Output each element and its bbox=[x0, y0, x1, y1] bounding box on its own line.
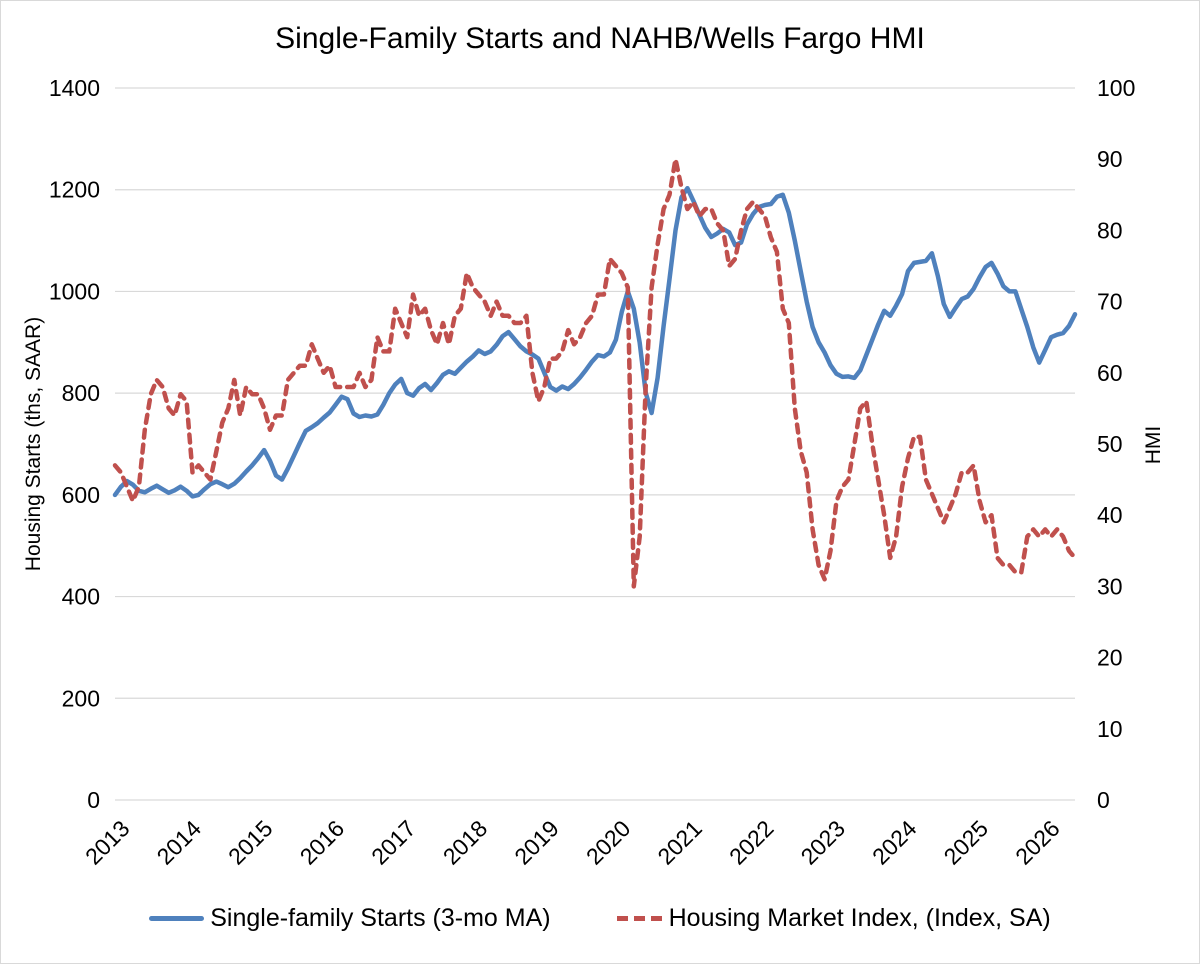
x-tick-label: 2026 bbox=[1010, 815, 1065, 870]
x-tick-label: 2013 bbox=[80, 815, 135, 870]
x-tick-label: 2014 bbox=[152, 815, 207, 870]
left-tick-label: 800 bbox=[62, 380, 100, 406]
right-tick-label: 20 bbox=[1097, 645, 1123, 671]
right-tick-label: 30 bbox=[1097, 573, 1123, 599]
left-axis-tick-labels: 0 200 400 600 800 1000 1200 1400 bbox=[49, 75, 100, 813]
x-tick-label: 2024 bbox=[867, 815, 922, 870]
x-tick-label: 2015 bbox=[223, 815, 278, 870]
x-tick-label: 2025 bbox=[939, 815, 994, 870]
x-tick-label: 2022 bbox=[724, 815, 779, 870]
gridlines bbox=[115, 87, 1075, 801]
hmi-line-swatch bbox=[616, 915, 663, 921]
x-tick-label: 2018 bbox=[438, 815, 493, 870]
left-tick-label: 1000 bbox=[49, 278, 100, 304]
x-tick-label: 2020 bbox=[581, 815, 636, 870]
right-tick-label: 10 bbox=[1097, 716, 1123, 742]
right-tick-label: 50 bbox=[1097, 431, 1123, 457]
right-tick-label: 100 bbox=[1097, 75, 1135, 101]
right-axis-tick-labels: 0 10 20 30 40 50 60 70 80 90 100 bbox=[1097, 75, 1135, 813]
left-tick-label: 1400 bbox=[49, 75, 100, 101]
x-tick-label: 2023 bbox=[795, 815, 850, 870]
starts-line-swatch bbox=[149, 915, 205, 921]
legend: Single-family Starts (3-mo MA) Housing M… bbox=[0, 897, 1200, 939]
x-axis-tick-labels: 2013 2014 2015 2016 2017 2018 2019 2020 2021 2022… bbox=[80, 815, 1065, 870]
legend-item-hmi: Housing Market Index, (Index, SA) bbox=[616, 903, 1051, 933]
right-tick-label: 60 bbox=[1097, 360, 1123, 386]
left-tick-label: 200 bbox=[62, 685, 100, 711]
x-tick-label: 2021 bbox=[652, 815, 707, 870]
x-tick-label: 2017 bbox=[366, 815, 421, 870]
left-tick-label: 600 bbox=[62, 482, 100, 508]
legend-label-hmi: Housing Market Index, (Index, SA) bbox=[668, 903, 1051, 932]
x-tick-label: 2019 bbox=[509, 815, 564, 870]
left-tick-label: 0 bbox=[87, 787, 100, 813]
legend-item-starts: Single-family Starts (3-mo MA) bbox=[149, 903, 551, 933]
chart-title: Single-Family Starts and NAHB/Wells Farg… bbox=[275, 22, 925, 55]
left-axis-title: Housing Starts (ths, SAAR) bbox=[22, 316, 45, 572]
x-tick-label: 2016 bbox=[295, 815, 350, 870]
left-tick-label: 400 bbox=[62, 584, 100, 610]
right-tick-label: 80 bbox=[1097, 217, 1123, 243]
left-tick-label: 1200 bbox=[49, 177, 100, 203]
right-tick-label: 40 bbox=[1097, 502, 1123, 528]
starts-series-line bbox=[112, 185, 1078, 499]
right-tick-label: 90 bbox=[1097, 146, 1123, 172]
hmi-series-line bbox=[112, 156, 1078, 589]
right-tick-label: 70 bbox=[1097, 289, 1123, 315]
right-tick-label: 0 bbox=[1097, 787, 1110, 813]
legend-label-starts: Single-family Starts (3-mo MA) bbox=[210, 903, 551, 932]
right-axis-title: HMI bbox=[1142, 425, 1165, 465]
